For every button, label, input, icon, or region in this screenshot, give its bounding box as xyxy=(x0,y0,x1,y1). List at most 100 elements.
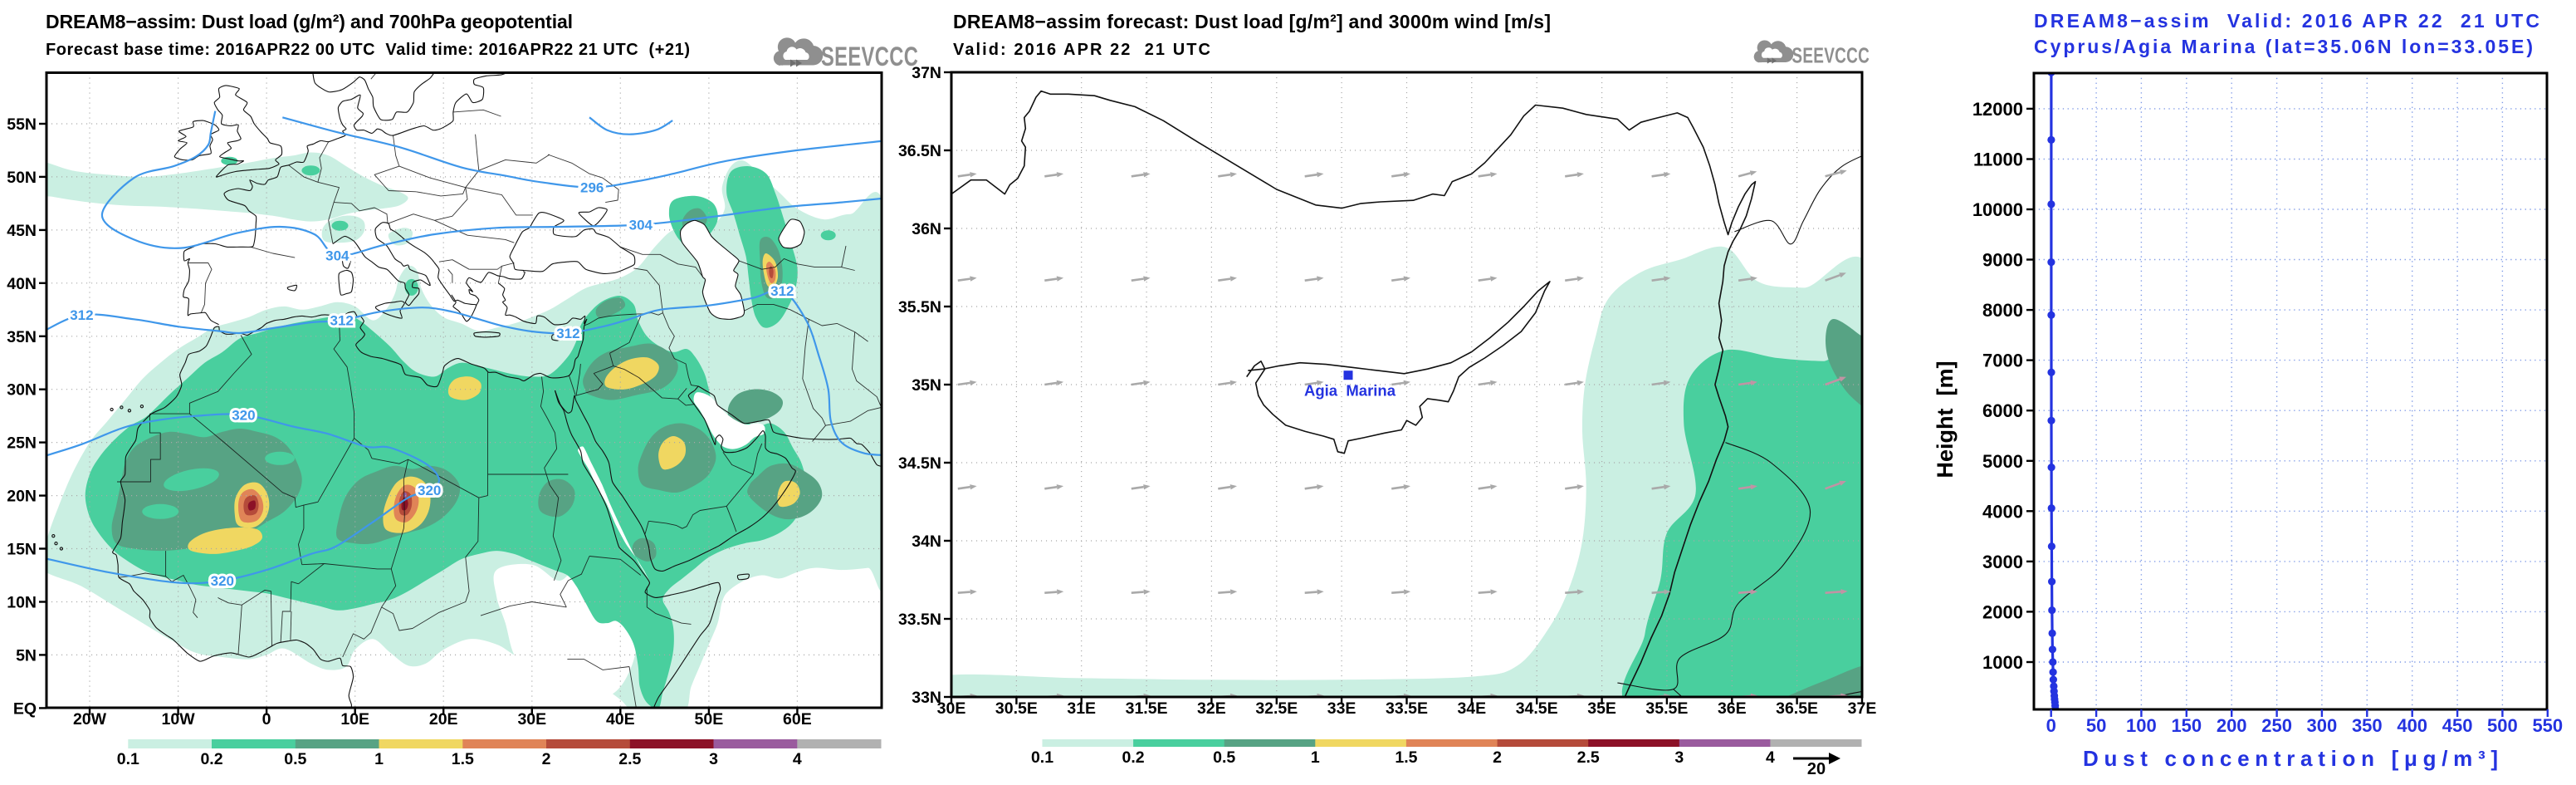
svg-text:33N: 33N xyxy=(912,689,941,707)
svg-text:Agia Marina: Agia Marina xyxy=(1304,382,1396,400)
svg-text:500: 500 xyxy=(2487,715,2518,736)
svg-text:40E: 40E xyxy=(606,710,635,729)
svg-text:304: 304 xyxy=(629,218,653,233)
svg-text:0: 0 xyxy=(2046,715,2056,736)
svg-text:50N: 50N xyxy=(7,169,37,187)
svg-text:3: 3 xyxy=(1674,748,1684,767)
svg-text:60E: 60E xyxy=(783,710,812,729)
svg-text:35N: 35N xyxy=(7,328,37,346)
svg-text:33.5N: 33.5N xyxy=(898,611,941,629)
svg-text:35E: 35E xyxy=(1587,699,1616,718)
svg-text:3: 3 xyxy=(709,750,718,768)
svg-text:550: 550 xyxy=(2532,715,2563,736)
svg-text:35N: 35N xyxy=(912,376,941,395)
svg-text:8000: 8000 xyxy=(1982,300,2023,321)
svg-text:33.5E: 33.5E xyxy=(1386,699,1428,718)
svg-text:0.5: 0.5 xyxy=(284,750,306,768)
svg-text:30E: 30E xyxy=(517,710,546,729)
svg-text:DREAM8−assim: Dust load (g/m²): DREAM8−assim: Dust load (g/m²) and 700hP… xyxy=(46,11,573,32)
svg-text:31.5E: 31.5E xyxy=(1126,699,1168,718)
svg-text:1: 1 xyxy=(1311,748,1320,767)
svg-text:15N: 15N xyxy=(7,541,37,559)
svg-text:36.5N: 36.5N xyxy=(898,142,941,160)
svg-text:400: 400 xyxy=(2397,715,2427,736)
svg-text:32.5E: 32.5E xyxy=(1255,699,1298,718)
svg-text:50E: 50E xyxy=(695,710,724,729)
svg-text:6000: 6000 xyxy=(1982,400,2023,421)
svg-text:32E: 32E xyxy=(1197,699,1226,718)
svg-text:EQ: EQ xyxy=(13,699,37,718)
svg-text:1000: 1000 xyxy=(1982,652,2023,673)
svg-text:312: 312 xyxy=(330,313,354,329)
svg-text:SEEVCCC: SEEVCCC xyxy=(821,42,918,72)
svg-text:4: 4 xyxy=(793,750,802,768)
svg-text:55N: 55N xyxy=(7,115,37,134)
svg-text:25N: 25N xyxy=(7,434,37,453)
svg-text:1: 1 xyxy=(374,750,384,768)
svg-text:450: 450 xyxy=(2442,715,2473,736)
svg-text:SEEVCCC: SEEVCCC xyxy=(1791,42,1870,67)
svg-text:5000: 5000 xyxy=(1982,451,2023,472)
svg-text:0.5: 0.5 xyxy=(1213,748,1235,767)
svg-text:7000: 7000 xyxy=(1982,351,2023,371)
svg-text:150: 150 xyxy=(2171,715,2202,736)
svg-text:37E: 37E xyxy=(1848,699,1877,718)
svg-text:20: 20 xyxy=(1807,760,1826,778)
svg-text:200: 200 xyxy=(2217,715,2247,736)
svg-text:11000: 11000 xyxy=(1973,150,2023,170)
svg-text:4000: 4000 xyxy=(1982,501,2023,522)
svg-text:34.5E: 34.5E xyxy=(1516,699,1558,718)
svg-text:37N: 37N xyxy=(912,64,941,82)
svg-text:33E: 33E xyxy=(1327,699,1356,718)
svg-text:312: 312 xyxy=(556,326,579,341)
svg-text:9000: 9000 xyxy=(1982,250,2023,271)
svg-text:100: 100 xyxy=(2126,715,2157,736)
svg-text:34E: 34E xyxy=(1457,699,1486,718)
svg-text:250: 250 xyxy=(2261,715,2292,736)
svg-text:2.5: 2.5 xyxy=(618,750,641,768)
svg-text:0: 0 xyxy=(262,710,271,729)
svg-text:1.5: 1.5 xyxy=(452,750,474,768)
svg-text:2: 2 xyxy=(1493,748,1502,767)
svg-text:Dust concentration [μg/m³]: Dust concentration [μg/m³] xyxy=(2083,746,2498,771)
svg-text:320: 320 xyxy=(232,407,255,423)
svg-text:20E: 20E xyxy=(429,710,458,729)
svg-text:300: 300 xyxy=(2307,715,2338,736)
svg-text:36N: 36N xyxy=(912,220,941,238)
svg-text:2000: 2000 xyxy=(1982,601,2023,622)
svg-text:0.1: 0.1 xyxy=(117,750,139,768)
svg-text:20N: 20N xyxy=(7,488,37,506)
svg-text:296: 296 xyxy=(580,180,604,196)
svg-text:304: 304 xyxy=(325,248,349,264)
svg-text:30.5E: 30.5E xyxy=(995,699,1038,718)
svg-text:Forecast base time: 2016APR22: Forecast base time: 2016APR22 00 UTC Val… xyxy=(46,41,690,59)
svg-text:4: 4 xyxy=(1766,748,1775,767)
svg-text:45N: 45N xyxy=(7,222,37,240)
svg-text:2.5: 2.5 xyxy=(1577,748,1600,767)
svg-text:3000: 3000 xyxy=(1982,552,2023,572)
svg-text:Cyprus/Agia Marina (lat=35.06N: Cyprus/Agia Marina (lat=35.06N lon=33.05… xyxy=(2034,36,2533,57)
svg-text:0.2: 0.2 xyxy=(200,750,222,768)
svg-text:312: 312 xyxy=(770,283,794,299)
svg-text:30N: 30N xyxy=(7,381,37,400)
svg-text:320: 320 xyxy=(418,483,441,498)
svg-text:35.5N: 35.5N xyxy=(898,298,941,316)
svg-text:34.5N: 34.5N xyxy=(898,454,941,473)
svg-text:10W: 10W xyxy=(162,710,196,729)
svg-text:40N: 40N xyxy=(7,275,37,293)
svg-text:50: 50 xyxy=(2086,715,2106,736)
svg-text:12000: 12000 xyxy=(1972,99,2023,120)
svg-text:34N: 34N xyxy=(912,532,941,551)
svg-text:350: 350 xyxy=(2352,715,2383,736)
svg-text:10000: 10000 xyxy=(1972,199,2023,220)
svg-text:31E: 31E xyxy=(1067,699,1096,718)
svg-text:20W: 20W xyxy=(73,710,107,729)
svg-text:30E: 30E xyxy=(937,699,966,718)
svg-text:2: 2 xyxy=(542,750,551,768)
svg-text:35.5E: 35.5E xyxy=(1645,699,1688,718)
svg-text:312: 312 xyxy=(70,307,93,323)
svg-text:DREAM8−assim forecast: Dust lo: DREAM8−assim forecast: Dust load [g/m²] … xyxy=(953,11,1551,32)
svg-text:0.2: 0.2 xyxy=(1122,748,1145,767)
svg-text:5N: 5N xyxy=(16,646,37,665)
svg-text:Height [m]: Height [m] xyxy=(1933,361,1958,478)
